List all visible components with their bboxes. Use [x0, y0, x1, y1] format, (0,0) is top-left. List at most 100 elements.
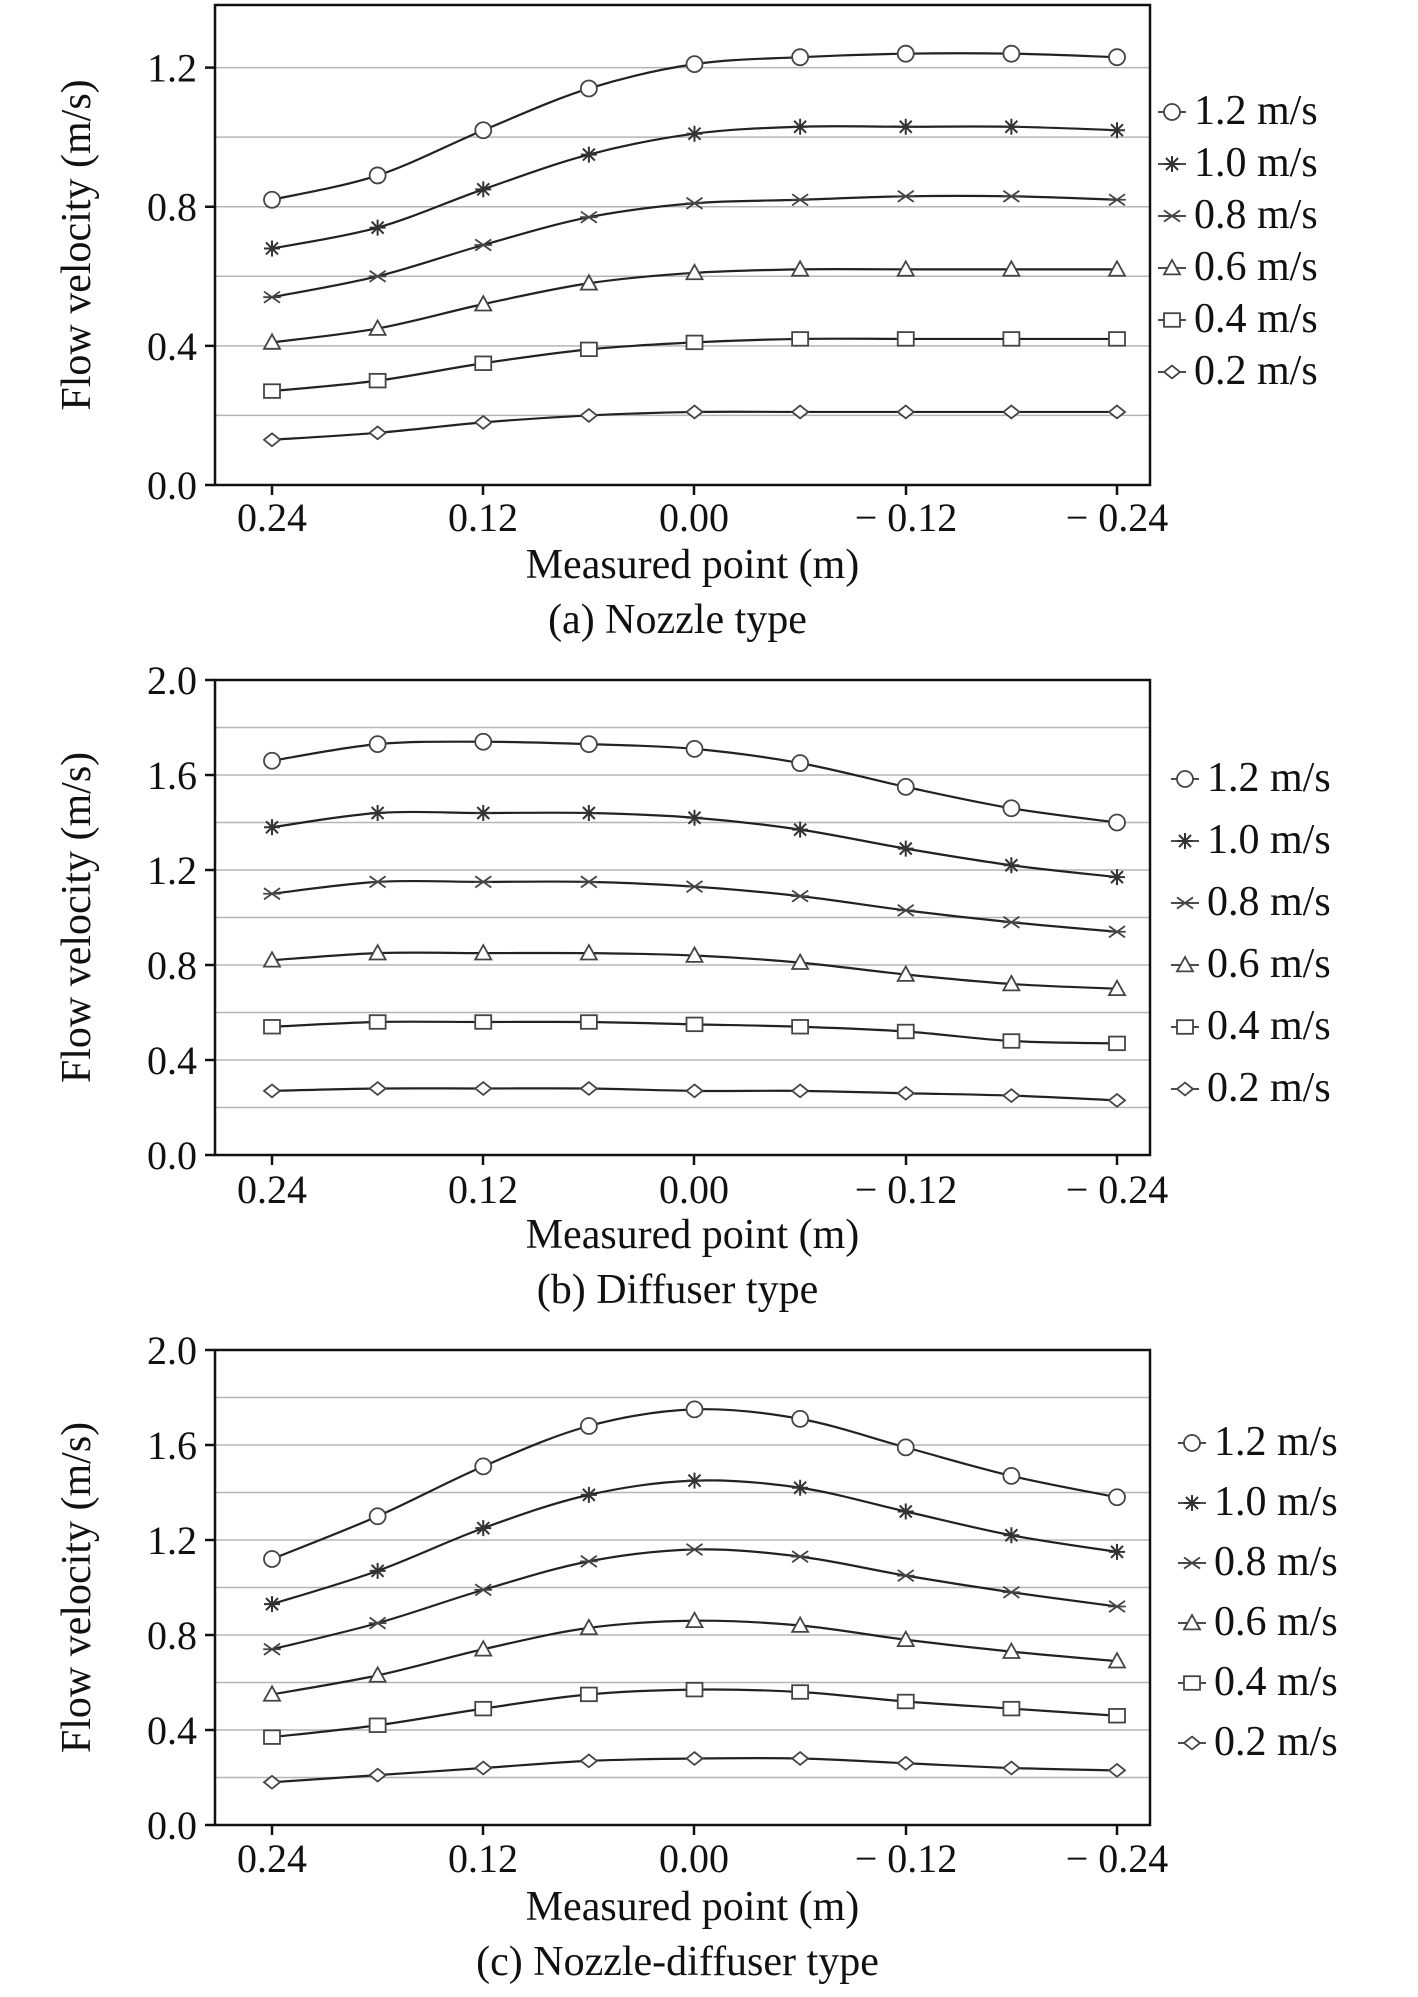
series-0-2-m-s	[262, 404, 1127, 448]
data-point	[897, 840, 914, 857]
series-0-2-m-s	[262, 1080, 1127, 1108]
data-point	[368, 943, 388, 961]
data-point	[369, 805, 386, 821]
data-point	[473, 943, 493, 961]
x-tick-label: − 0.12	[855, 1167, 958, 1212]
data-point	[896, 1629, 916, 1648]
data-point	[1108, 1488, 1126, 1507]
y-tick-label: 0.8	[147, 185, 197, 230]
legend: 1.2 m/s 1.0 m/s 0.8 m/s 0.6 m/s 0.4 m/s 0.2 m…	[1158, 88, 1318, 394]
data-point	[896, 1569, 915, 1582]
data-point	[896, 189, 915, 203]
legend-item: 1.2 m/s	[1171, 755, 1331, 801]
legend-item: 1.0 m/s	[1171, 817, 1331, 863]
data-point	[368, 1507, 387, 1526]
data-point	[263, 190, 281, 209]
data-point	[474, 875, 493, 889]
legend-marker	[1176, 770, 1194, 788]
data-point	[474, 121, 493, 140]
x-tick-label: − 0.24	[1066, 1836, 1169, 1881]
data-point	[1107, 978, 1127, 997]
x-tick-label: 0.12	[448, 1836, 518, 1881]
legend-item: 0.2 m/s	[1178, 1719, 1338, 1765]
legend-marker	[1162, 258, 1182, 276]
data-point	[792, 821, 809, 838]
panel-caption: (a) Nozzle type	[548, 597, 807, 643]
data-point	[897, 118, 914, 135]
series-1-2-m-s	[263, 1400, 1126, 1568]
series-line	[271, 1479, 1118, 1606]
legend-marker	[1163, 312, 1181, 328]
data-point	[1107, 1092, 1127, 1108]
data-point	[1003, 1527, 1020, 1544]
data-point	[369, 1562, 386, 1579]
data-point	[264, 1596, 280, 1613]
data-point	[368, 166, 387, 185]
series-0-8-m-s	[263, 875, 1126, 939]
data-point	[1002, 331, 1021, 347]
data-point	[791, 754, 810, 773]
legend-label: 1.2 m/s	[1214, 1419, 1338, 1465]
data-point	[580, 805, 597, 821]
legend-label: 0.6 m/s	[1214, 1599, 1338, 1645]
data-point	[1108, 193, 1126, 207]
data-point	[792, 118, 809, 135]
y-tick-label: 0.0	[147, 463, 197, 508]
data-point	[684, 945, 705, 963]
data-point	[1003, 857, 1020, 874]
data-point	[896, 404, 916, 420]
data-point	[474, 732, 493, 751]
chart-panel-2: 0.0 0.4 0.8 1.2 1.6 2.0 0.24 0.12 0.00 − 0.12 − 0.…	[54, 658, 1331, 1313]
legend-item: 0.4 m/s	[1171, 1003, 1331, 1049]
data-point	[368, 1767, 388, 1783]
legend-label: 0.4 m/s	[1194, 296, 1318, 342]
data-point	[686, 125, 703, 142]
legend-marker	[1164, 156, 1180, 172]
data-point	[262, 432, 282, 448]
data-point	[791, 193, 809, 207]
x-tick-label: 0.00	[659, 1167, 729, 1212]
data-point	[684, 262, 705, 281]
data-point	[579, 341, 598, 358]
legend-item: 1.0 m/s	[1178, 1479, 1338, 1525]
data-point	[1001, 404, 1021, 420]
data-point	[263, 1729, 281, 1745]
legend-marker	[1177, 833, 1193, 849]
plot-frame	[213, 1348, 1152, 1827]
data-point	[475, 1520, 492, 1537]
y-axis-label: Flow velocity (m/s)	[54, 79, 100, 410]
data-point	[263, 1550, 281, 1568]
y-tick-label: 2.0	[147, 658, 197, 703]
legend-marker	[1163, 209, 1181, 223]
legend-item: 1.2 m/s	[1158, 88, 1318, 134]
data-point	[580, 1555, 598, 1568]
x-axis-label: Measured point (m)	[526, 1884, 860, 1930]
data-point	[1108, 1600, 1126, 1613]
data-point	[474, 355, 493, 371]
data-point	[475, 181, 492, 198]
legend-label: 0.2 m/s	[1207, 1065, 1331, 1111]
data-point	[580, 1486, 597, 1503]
data-point	[474, 1700, 493, 1717]
panel-caption: (b) Diffuser type	[537, 1267, 818, 1313]
data-point	[897, 1503, 914, 1520]
x-tick-label: 0.24	[237, 1167, 307, 1212]
series-1-2-m-s	[263, 732, 1126, 832]
y-tick-label: 0.0	[147, 1803, 197, 1848]
data-point	[1107, 1651, 1127, 1669]
data-point	[790, 1083, 810, 1099]
series-0-2-m-s	[262, 1750, 1127, 1790]
legend-item: 1.2 m/s	[1178, 1419, 1338, 1465]
data-point	[262, 1774, 282, 1790]
data-point	[1001, 1088, 1021, 1104]
legend-marker	[1162, 364, 1182, 380]
data-point	[685, 1543, 704, 1556]
data-point	[1108, 813, 1126, 832]
series-0-4-m-s	[263, 1014, 1126, 1052]
y-tick-label: 1.2	[147, 1518, 197, 1563]
data-point	[474, 1014, 493, 1030]
data-point	[1002, 44, 1021, 63]
x-tick-label: 0.24	[237, 1836, 307, 1881]
data-point	[1109, 869, 1125, 886]
series-line	[271, 125, 1118, 250]
